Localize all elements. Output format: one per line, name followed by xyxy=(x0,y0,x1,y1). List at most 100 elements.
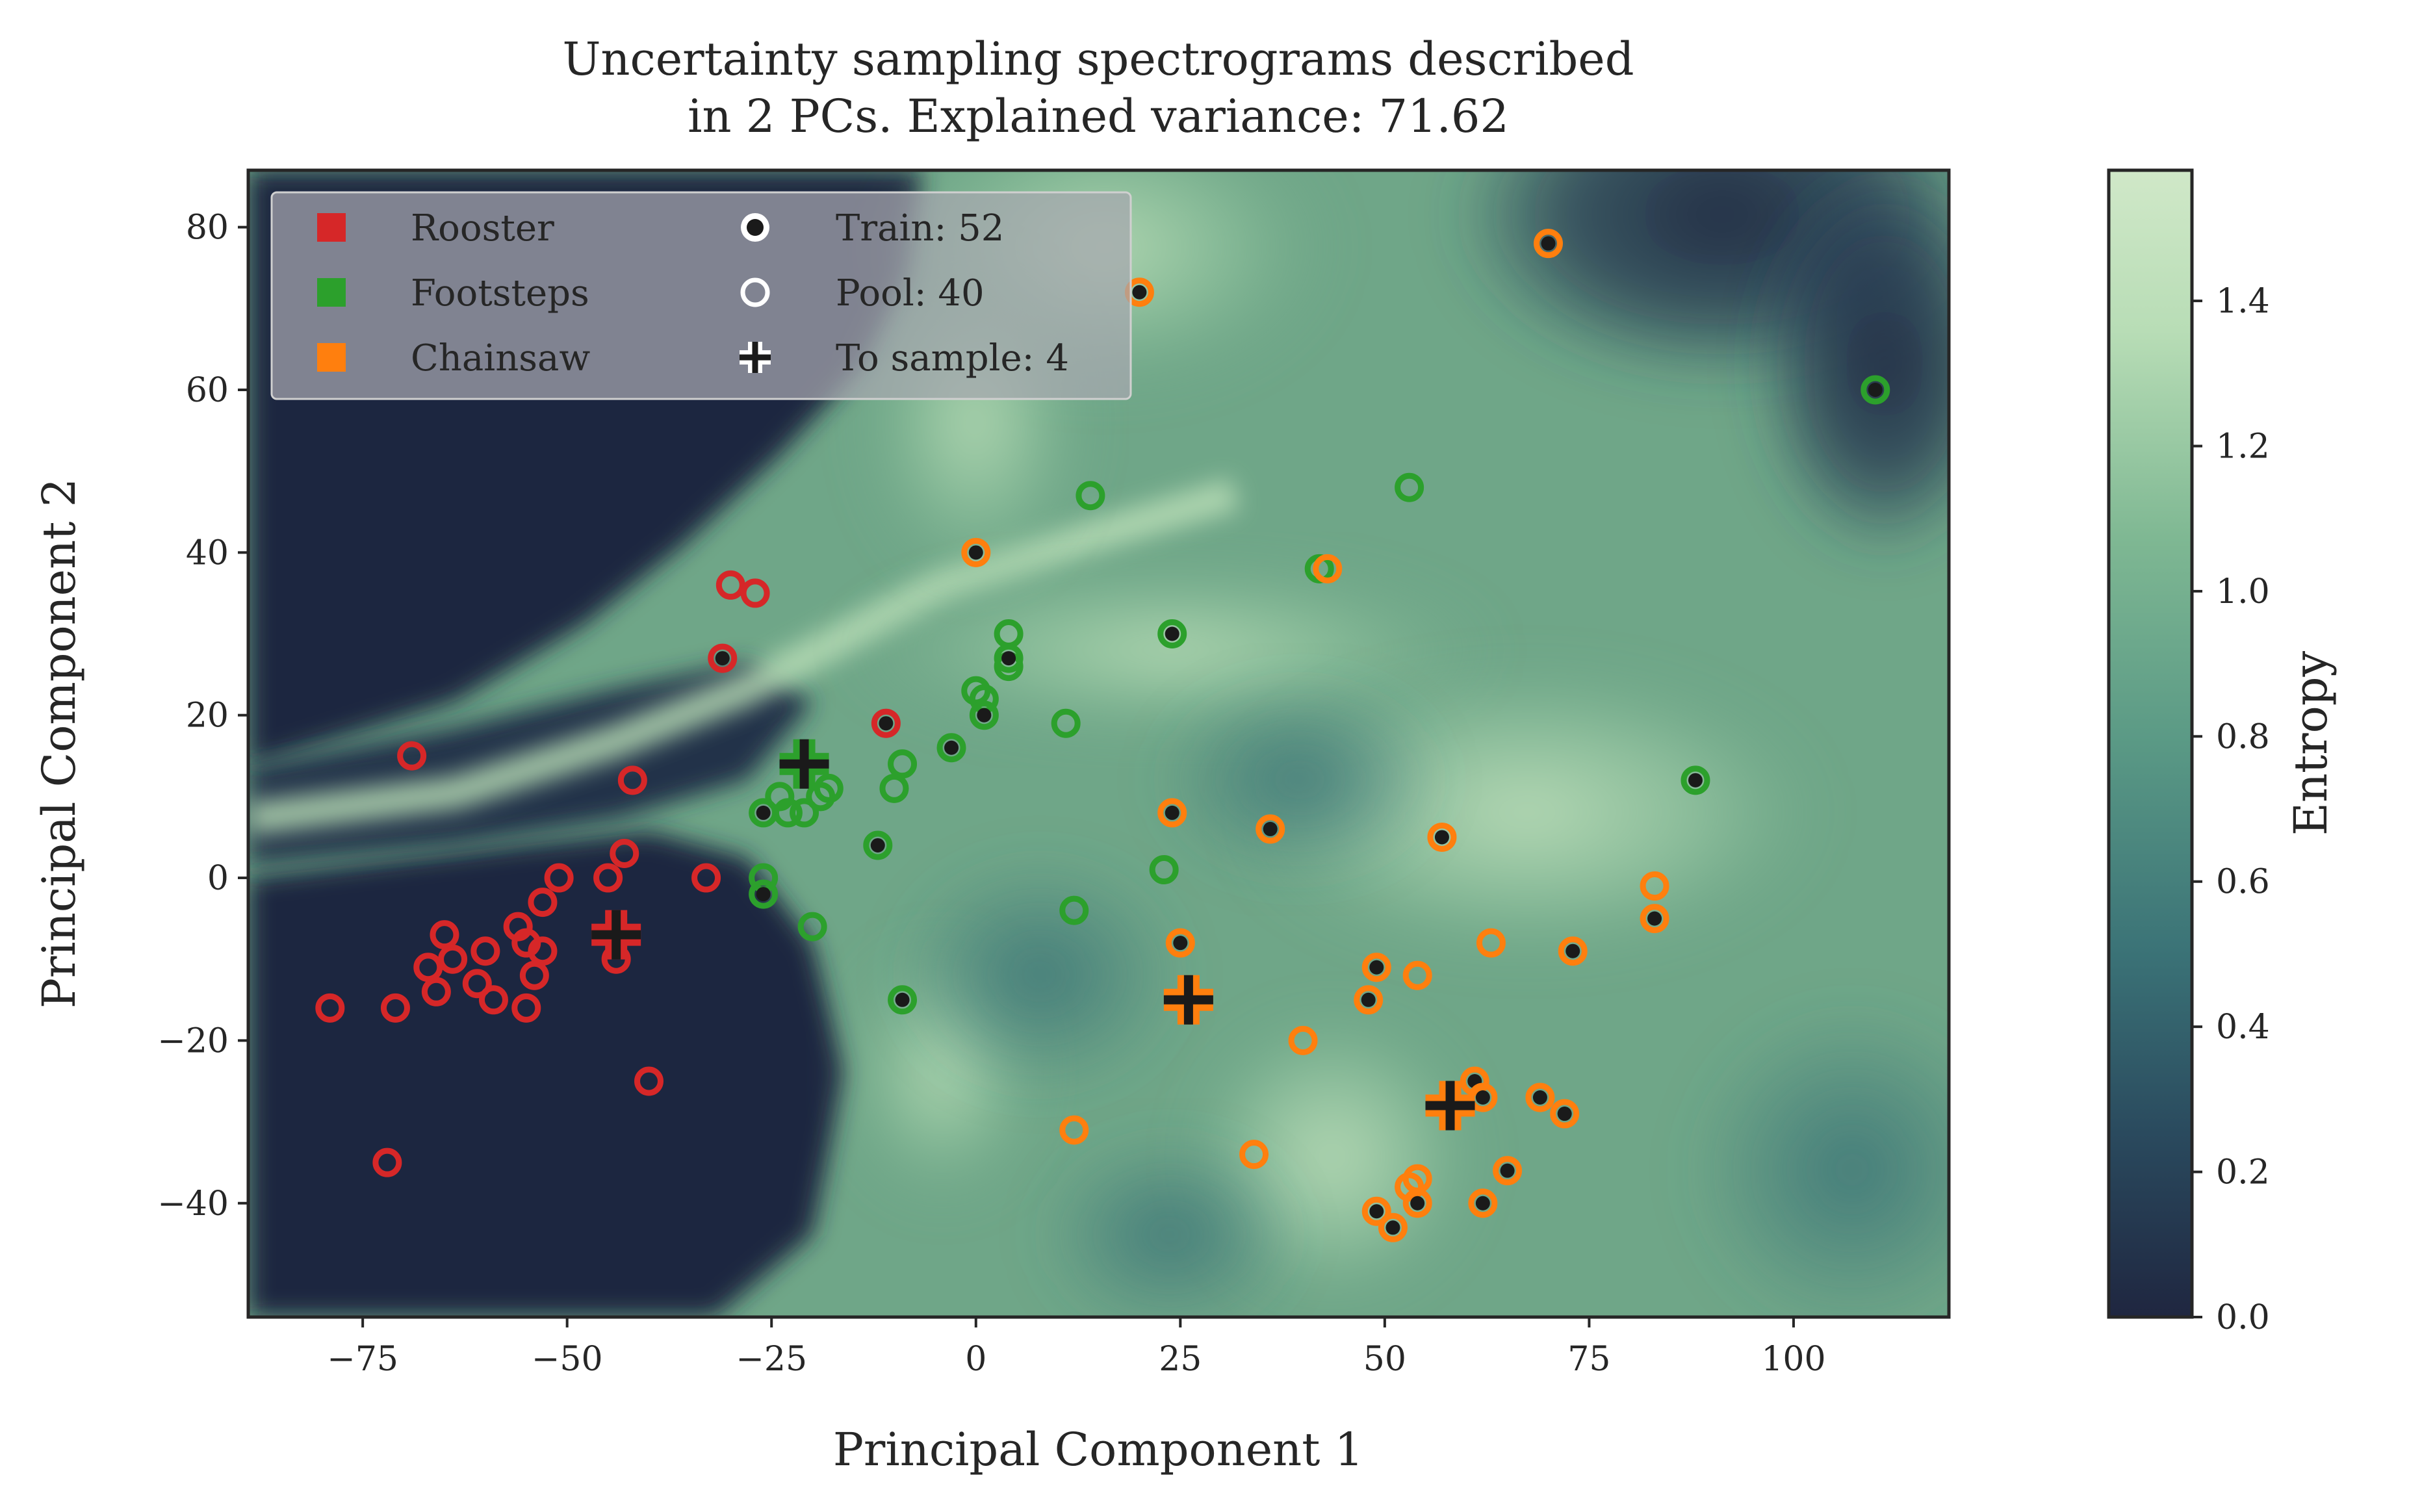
footsteps-train-point xyxy=(1001,651,1016,666)
x-tick-label: 75 xyxy=(1567,1340,1610,1379)
chainsaw-train-point-ring xyxy=(1165,928,1195,958)
chainsaw-pool-point xyxy=(1402,960,1432,990)
footsteps-train-point-ring xyxy=(969,700,999,730)
legend: Rooster Footsteps Chainsaw Train: 52 Pool: 4… xyxy=(270,191,1132,400)
x-axis-label: Principal Component 1 xyxy=(833,1423,1363,1476)
legend-box xyxy=(270,191,1132,400)
rooster-pool-point xyxy=(470,936,500,966)
colorbar-tick-label: 0.4 xyxy=(2216,1008,2270,1047)
chainsaw-train-point xyxy=(1369,1204,1384,1219)
scatter-points xyxy=(315,229,1890,1242)
colorbar-tick-label: 1.2 xyxy=(2216,427,2270,466)
chainsaw-train-point xyxy=(1647,911,1662,926)
footsteps-train-point xyxy=(1868,382,1883,397)
rooster-to-sample-point xyxy=(591,910,641,960)
x-tick-label: 0 xyxy=(965,1340,986,1379)
footsteps-train-point xyxy=(895,992,910,1007)
legend-marker-label: Train: 52 xyxy=(836,207,1004,250)
footsteps-train-point-ring xyxy=(749,879,779,909)
colorbar-label: Entropy xyxy=(2284,650,2338,836)
chainsaw-train-point-ring xyxy=(1550,1099,1580,1129)
chainsaw-train-point-ring xyxy=(1525,1083,1555,1112)
x-tick-label: −75 xyxy=(327,1340,398,1379)
footsteps-train-point-ring xyxy=(1157,619,1187,649)
footsteps-train-point-ring xyxy=(994,643,1024,673)
y-tick-label: 20 xyxy=(186,697,229,736)
footsteps-train-point-ring xyxy=(1681,765,1710,795)
footsteps-pool-point xyxy=(806,782,836,812)
chainsaw-to-sample-point xyxy=(1425,1081,1475,1131)
chainsaw-train-point-ring xyxy=(1493,1156,1523,1186)
rooster-pool-point xyxy=(617,765,647,795)
chainsaw-pool-point xyxy=(1059,1115,1089,1145)
rooster-pool-point xyxy=(634,1066,664,1096)
footsteps-train-point xyxy=(756,805,771,820)
chainsaw-train-point-ring xyxy=(1558,936,1588,966)
y-axis: −40 −20 0 20 40 60 80 xyxy=(157,209,248,1224)
footsteps-train-point-ring xyxy=(749,798,779,828)
rooster-legend-swatch xyxy=(317,213,346,242)
chainsaw-pool-point xyxy=(1640,871,1669,901)
chainsaw-pool-point xyxy=(1313,554,1343,583)
rooster-pool-point xyxy=(519,960,549,990)
legend-marker-label: Pool: 40 xyxy=(836,272,985,314)
rooster-pool-point xyxy=(715,570,745,600)
footsteps-train-point xyxy=(756,887,771,902)
legend-marker-label: To sample: 4 xyxy=(836,337,1069,379)
rooster-pool-point xyxy=(462,969,492,999)
footsteps-pool-point xyxy=(879,773,909,803)
y-tick-label: 0 xyxy=(207,859,229,898)
chainsaw-train-point xyxy=(1475,1090,1490,1105)
y-tick-label: 60 xyxy=(186,371,229,410)
chainsaw-train-point xyxy=(1557,1107,1572,1121)
legend-class-label: Chainsaw xyxy=(411,337,590,379)
rooster-train-point xyxy=(715,651,730,666)
chainsaw-train-point xyxy=(1434,830,1449,845)
rooster-pool-point xyxy=(544,863,574,893)
chainsaw-train-point xyxy=(1361,992,1376,1007)
chainsaw-train-point xyxy=(1500,1163,1515,1178)
plot-frame xyxy=(246,168,1951,1319)
chart-title-line: in 2 PCs. Explained variance: 71.62 xyxy=(688,90,1509,143)
pool-legend-marker xyxy=(740,277,770,307)
chainsaw-train-point xyxy=(1369,960,1384,975)
colorbar-tick-label: 1.0 xyxy=(2216,572,2270,611)
footsteps-pool-point xyxy=(1149,855,1179,885)
footsteps-train-point-ring xyxy=(936,733,966,763)
footsteps-pool-point xyxy=(765,782,795,812)
footsteps-train-point xyxy=(1165,626,1179,641)
footsteps-pool-point xyxy=(1051,708,1081,738)
chainsaw-train-point-ring xyxy=(1354,985,1384,1015)
footsteps-train-point-ring xyxy=(888,985,918,1015)
footsteps-pool-point xyxy=(1059,895,1089,925)
rooster-pool-point xyxy=(593,863,623,893)
rooster-pool-point xyxy=(511,993,541,1023)
rooster-train-point-ring xyxy=(871,708,901,738)
x-tick-label: 50 xyxy=(1363,1340,1406,1379)
rooster-pool-point xyxy=(610,838,639,868)
chainsaw-train-point xyxy=(1132,285,1147,300)
train-legend-marker-dot xyxy=(747,219,764,236)
footsteps-train-point-ring xyxy=(863,830,893,860)
legend-class-label: Footsteps xyxy=(411,272,589,314)
footsteps-legend-swatch xyxy=(317,278,346,307)
chainsaw-pool-point xyxy=(1476,928,1506,958)
chainsaw-train-point xyxy=(1565,943,1580,958)
rooster-pool-point xyxy=(413,953,443,982)
footsteps-pool-point xyxy=(1395,472,1424,502)
footsteps-to-sample-point xyxy=(779,739,829,789)
x-axis: −75 −50 −25 0 25 50 75 100 xyxy=(327,1317,1826,1379)
rooster-train-point-ring xyxy=(708,643,738,673)
chart-title: Uncertainty sampling spectrograms descri… xyxy=(562,32,1634,143)
footsteps-pool-point xyxy=(790,798,819,828)
chainsaw-train-point xyxy=(1541,236,1556,251)
colorbar-tick-label: 0.0 xyxy=(2216,1298,2270,1337)
y-tick-label: −20 xyxy=(157,1021,229,1060)
rooster-pool-point xyxy=(528,936,558,966)
chainsaw-train-point-ring xyxy=(1640,904,1669,934)
y-tick-label: −40 xyxy=(157,1185,229,1224)
colorbar-tick-label: 0.2 xyxy=(2216,1153,2270,1192)
footsteps-train-point xyxy=(944,740,959,755)
x-tick-label: −50 xyxy=(532,1340,603,1379)
footsteps-pool-point xyxy=(797,912,827,942)
